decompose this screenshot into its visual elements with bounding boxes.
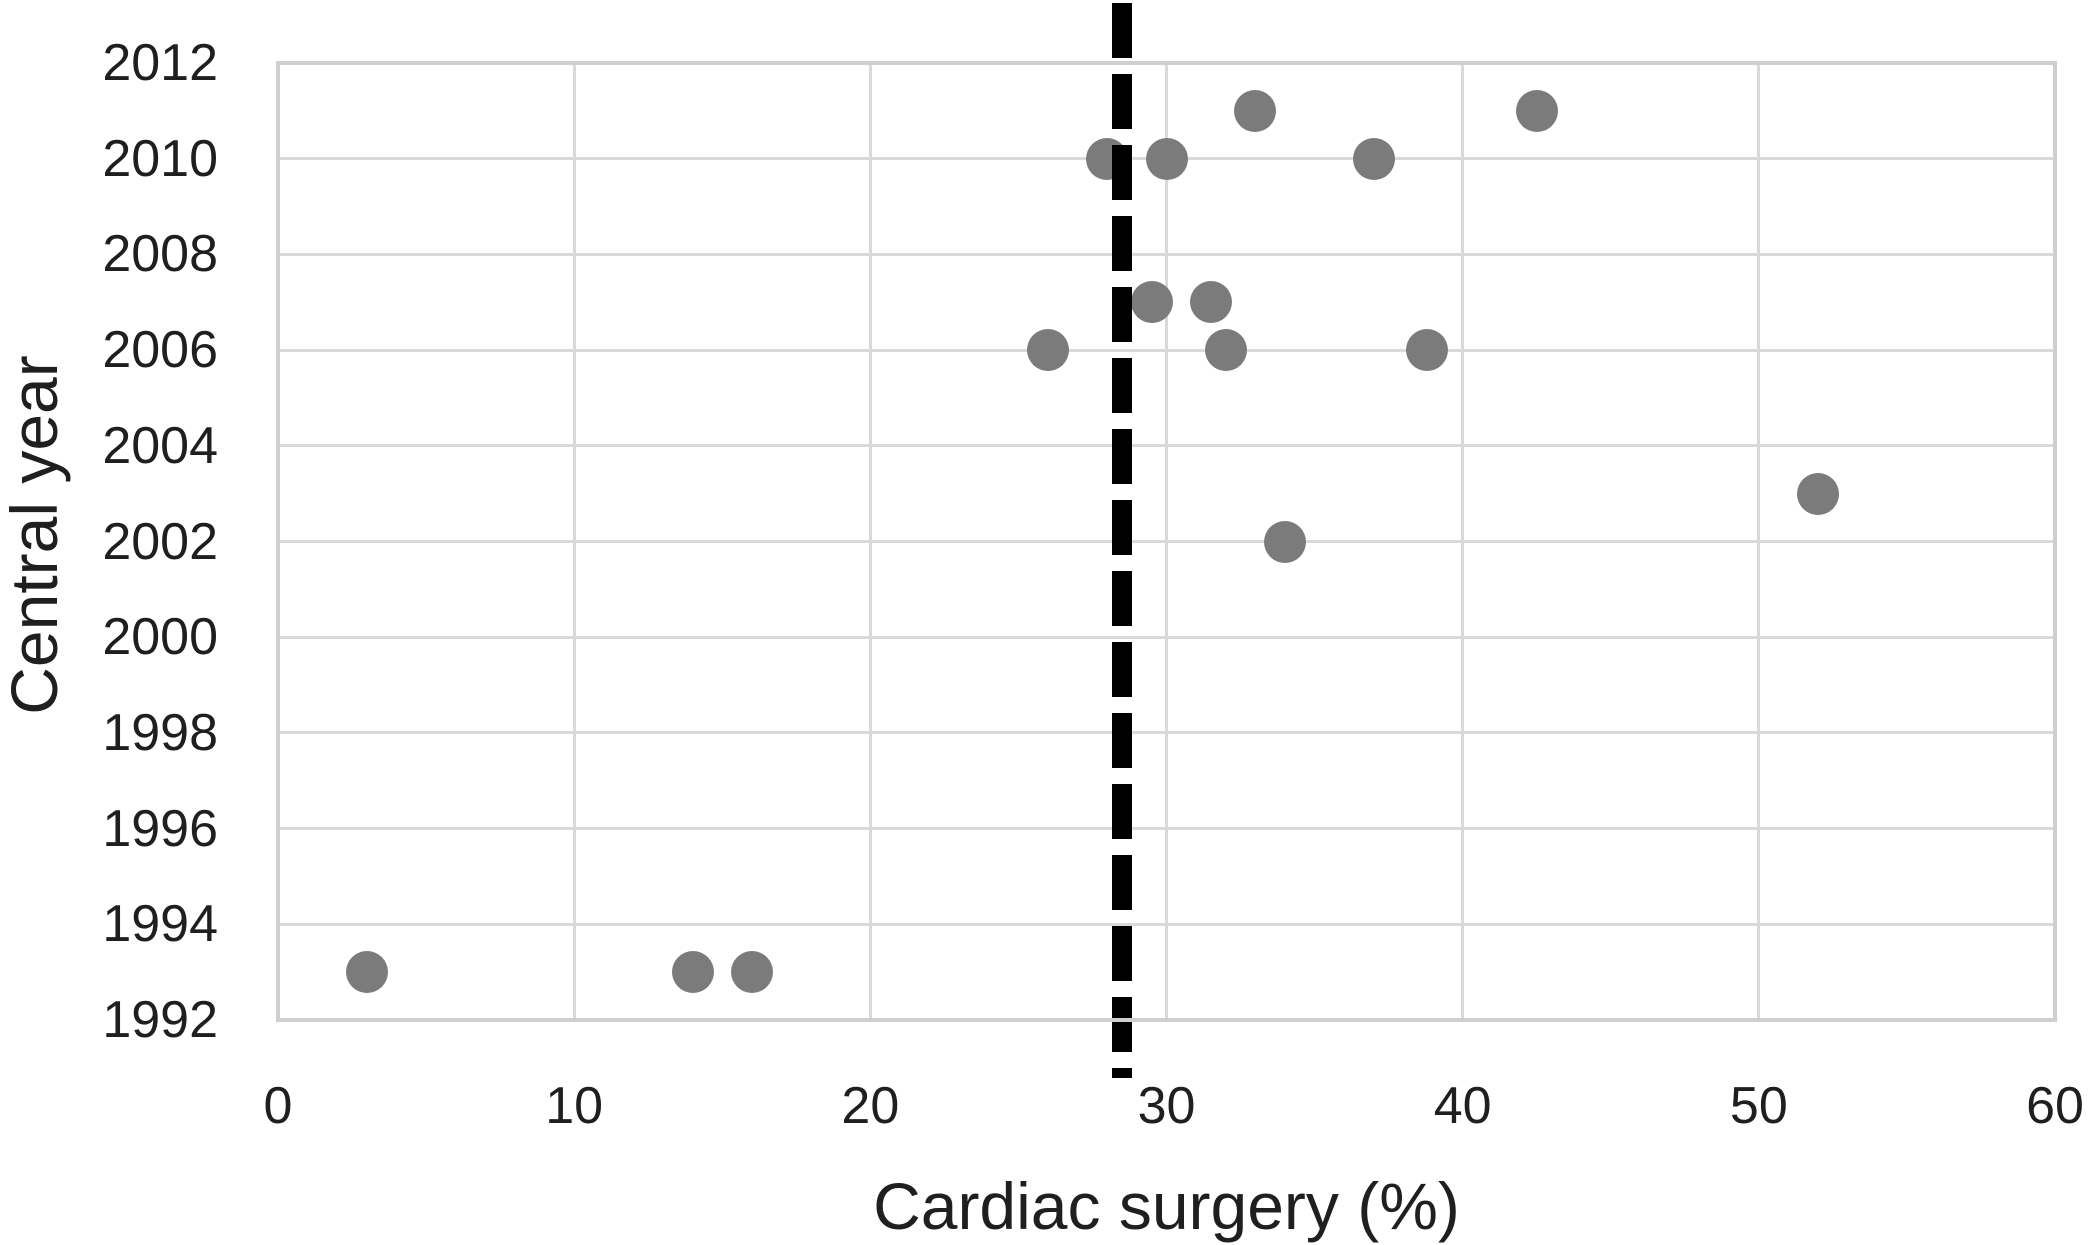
y-tick-label: 2010 <box>102 129 218 188</box>
data-point <box>1204 329 1247 372</box>
y-tick-label: 2002 <box>102 512 218 571</box>
x-tick-label: 40 <box>1433 1077 1492 1135</box>
data-point <box>1263 520 1306 563</box>
v-gridline <box>572 63 576 1020</box>
data-point <box>671 951 714 994</box>
y-tick-label: 1994 <box>102 895 218 954</box>
v-gridline <box>276 63 280 1020</box>
x-axis-title: Cardiac surgery (%) <box>873 1169 1460 1243</box>
data-point <box>1797 472 1840 515</box>
y-tick-label: 2000 <box>102 608 218 667</box>
x-tick-label: 20 <box>841 1077 900 1135</box>
data-point <box>1027 329 1070 372</box>
v-gridline <box>1165 63 1168 1020</box>
y-tick-label: 1996 <box>102 799 218 858</box>
plot-area <box>276 3 2057 1078</box>
data-point <box>1515 89 1558 132</box>
data-point <box>345 951 388 994</box>
y-tick-label: 2008 <box>102 225 218 284</box>
data-point <box>730 951 773 994</box>
x-tick-label: 60 <box>2026 1077 2084 1135</box>
data-point <box>1234 89 1277 132</box>
v-gridline <box>2053 63 2057 1020</box>
v-gridline <box>1461 63 1465 1020</box>
data-point <box>1406 329 1449 372</box>
v-gridline <box>868 63 872 1020</box>
x-tick-label: 0 <box>263 1077 293 1135</box>
dashed-reference-line <box>1112 3 1133 1078</box>
data-point <box>1145 137 1188 180</box>
x-tick-label: 50 <box>1729 1077 1788 1135</box>
data-point <box>1189 281 1232 324</box>
y-tick-label: 2012 <box>102 34 218 92</box>
data-point <box>1352 137 1395 180</box>
y-tick-label: 2004 <box>102 416 218 475</box>
y-tick-label: 2006 <box>102 321 218 380</box>
x-tick-label: 10 <box>545 1077 604 1135</box>
data-point <box>1130 281 1173 324</box>
y-tick-label: 1998 <box>102 703 218 762</box>
y-tick-label: 1992 <box>102 991 218 1049</box>
v-gridline <box>1757 63 1761 1020</box>
x-tick-label: 30 <box>1137 1077 1196 1135</box>
